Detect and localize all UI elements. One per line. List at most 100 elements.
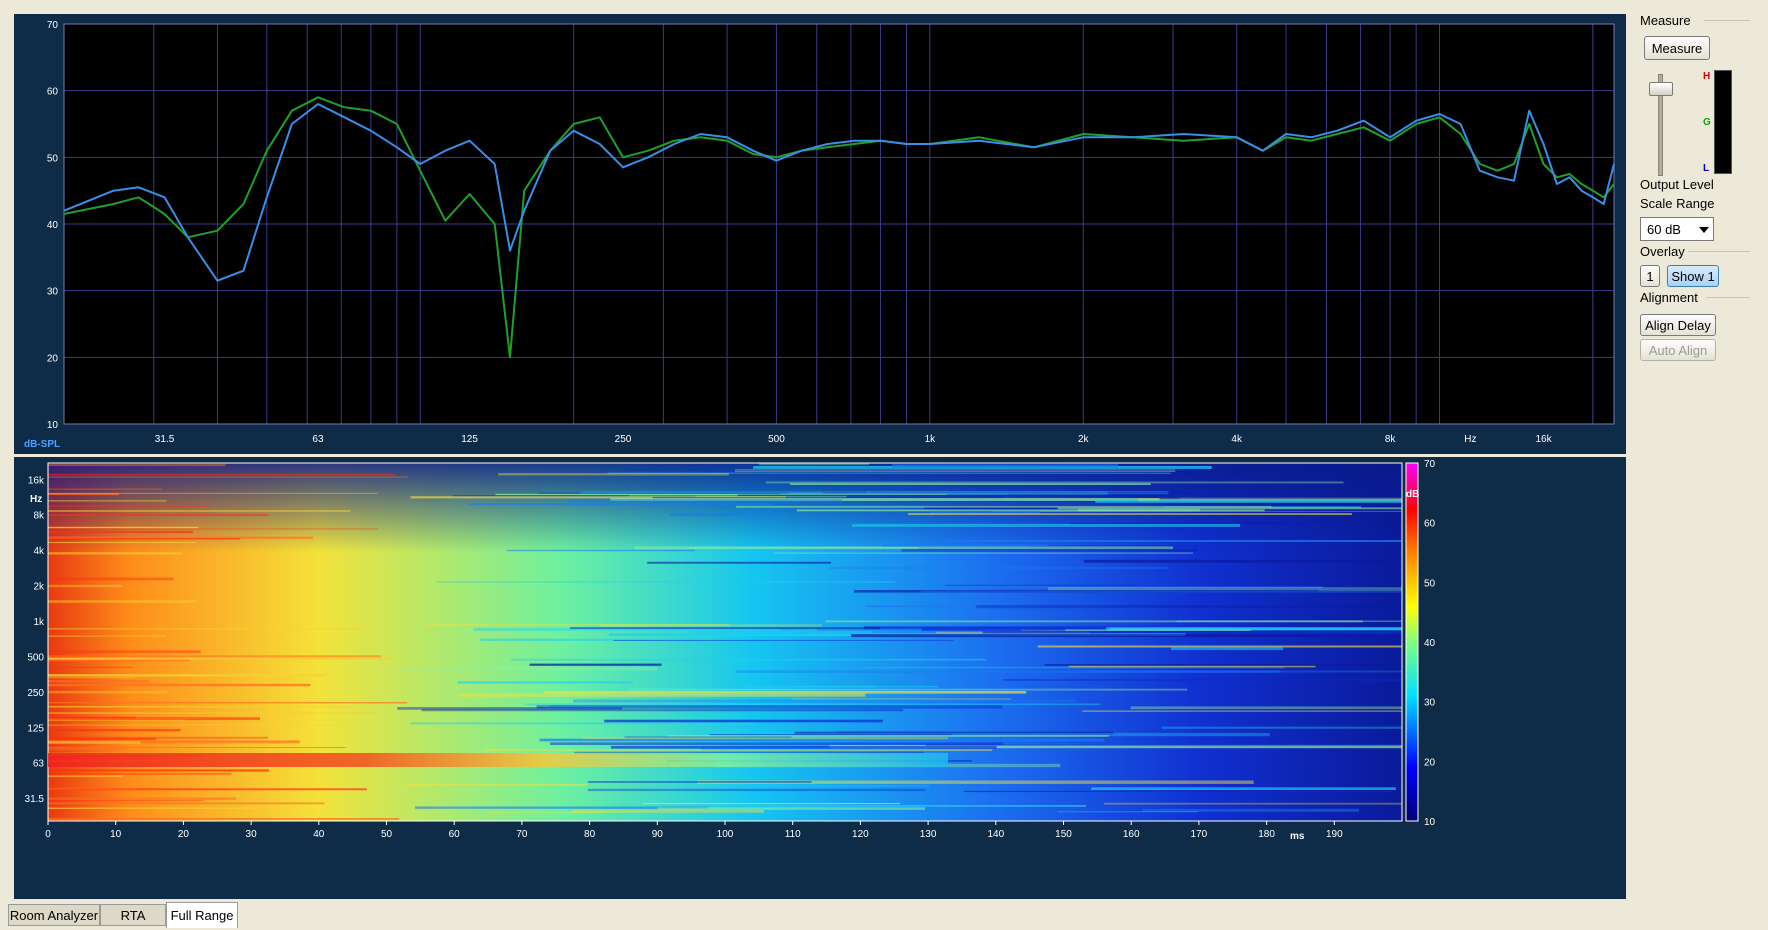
spectrogram-streak <box>48 769 269 772</box>
spectrogram-streak <box>48 799 204 802</box>
spectrogram-streak <box>48 702 408 704</box>
spectrogram-y-tick: 63 <box>33 758 45 769</box>
output-level-label: Output Level <box>1640 177 1714 192</box>
spectrogram-streak <box>688 547 919 549</box>
spectrogram-streak <box>1095 499 1402 503</box>
spectrogram-streak <box>715 785 930 787</box>
spectrogram-streak <box>498 473 729 476</box>
color-scale-bar <box>1405 462 1419 822</box>
spectrogram-streak <box>550 742 1004 745</box>
color-scale-tick: 30 <box>1424 698 1436 709</box>
spectrogram-streak <box>773 552 1193 554</box>
spectrogram-x-unit: ms <box>1290 831 1305 842</box>
spectrogram-streak <box>48 655 381 658</box>
auto-align-button[interactable]: Auto Align <box>1640 339 1716 361</box>
spectrogram-x-tick: 100 <box>717 829 734 840</box>
slider-track <box>1658 74 1663 176</box>
x-tick-label: 500 <box>768 434 785 445</box>
frequency-response-chart[interactable]: 70 60 50 40 30 20 10 31.5 63 125 250 500 1k 2k 4k 8k 16… <box>14 14 1626 454</box>
spectrogram-streak <box>48 706 356 708</box>
tab-rta[interactable]: RTA <box>100 904 166 926</box>
spectrogram-streak <box>1057 507 1402 510</box>
spectrogram-x-tick: 150 <box>1055 829 1072 840</box>
meter-label-good: G <box>1703 117 1711 128</box>
spectrogram-streak <box>397 707 622 710</box>
spectrogram-streak <box>48 797 236 800</box>
spectrogram-streak <box>580 491 1108 495</box>
spectrogram-streak <box>1142 808 1360 812</box>
color-scale-unit: dB <box>1406 489 1419 500</box>
spectrogram-streak <box>48 541 196 544</box>
spectrogram-streak <box>1176 620 1402 622</box>
spectrogram-streak <box>529 663 662 666</box>
overlay-1-button[interactable]: 1 <box>1640 265 1660 287</box>
overlay-show-button[interactable]: Show 1 <box>1667 265 1719 287</box>
spectrogram-streak <box>992 510 1402 512</box>
spectrogram-streak <box>1130 706 1402 710</box>
scale-range-select[interactable]: 60 dB <box>1640 217 1714 241</box>
spectrogram-streak <box>48 747 127 751</box>
spectrogram-streak <box>607 472 1171 474</box>
spectrogram-streak <box>735 505 1272 508</box>
spectrogram-streak <box>48 500 167 502</box>
x-tick-label: 8k <box>1385 434 1397 445</box>
spectrogram-streak <box>539 738 1105 742</box>
spectrogram-streak <box>982 631 1402 635</box>
spectrogram-x-tick: 60 <box>449 829 461 840</box>
spectrogram-streak <box>421 708 904 712</box>
align-delay-button[interactable]: Align Delay <box>1640 314 1716 336</box>
y-tick-label: 40 <box>47 220 59 231</box>
spectrogram-streak <box>48 772 232 775</box>
spectrogram-streak <box>406 783 588 786</box>
series-line-1 <box>63 103 1615 282</box>
spectrogram-streak <box>48 737 156 740</box>
chevron-down-icon <box>1699 227 1709 233</box>
meter-label-high: H <box>1703 71 1711 82</box>
spectrogram-streak <box>1161 726 1402 729</box>
spectrogram-streak <box>48 802 325 805</box>
group-divider <box>1706 297 1750 298</box>
spectrogram-streak <box>647 561 831 564</box>
spectrogram-streak <box>48 818 400 820</box>
spectrogram-streak <box>48 584 123 588</box>
spectrogram-chart[interactable]: 16k 8k 4k 2k 1k 500 250 125 63 31.5 0 10 20 30 40 50 60… <box>14 457 1626 899</box>
spectrogram-streak <box>48 526 199 529</box>
spectrogram-streak <box>944 584 1137 586</box>
spectrogram-y-unit: Hz <box>30 494 42 505</box>
group-divider <box>1704 20 1750 21</box>
y-tick-label: 60 <box>47 87 59 98</box>
x-tick-label: 125 <box>461 434 478 445</box>
spectrogram-streak <box>48 680 150 683</box>
spectrogram-streak <box>48 658 190 662</box>
tab-full-range[interactable]: Full Range <box>166 902 238 928</box>
output-level-slider[interactable] <box>1648 70 1674 176</box>
spectrogram-streak <box>907 513 1352 515</box>
spectrogram-streak <box>667 735 1109 737</box>
spectrogram-streak <box>791 698 1012 700</box>
spectrogram-y-tick: 8k <box>33 511 45 522</box>
spectrogram-streak <box>829 744 1402 749</box>
spectrogram-streak <box>796 509 1265 512</box>
spectrogram-streak <box>1171 646 1283 651</box>
spectrogram-streak <box>854 590 1319 593</box>
spectrogram-x-tick: 70 <box>516 829 528 840</box>
y-tick-label: 50 <box>47 153 59 164</box>
tab-room-analyzer[interactable]: Room Analyzer <box>8 904 100 926</box>
measure-button[interactable]: Measure <box>1644 36 1710 60</box>
low-frequency-ridge <box>48 753 948 767</box>
spectrogram-streak <box>48 787 137 791</box>
spectrogram-streak <box>925 744 1402 746</box>
spectrogram-streak <box>920 590 1402 593</box>
spectrogram-streak <box>537 492 791 494</box>
spectrogram-streak <box>410 722 754 725</box>
spectrogram-streak <box>582 737 948 740</box>
spectrogram-streak <box>48 600 197 603</box>
spectrogram-streak <box>483 749 993 751</box>
slider-thumb[interactable] <box>1649 82 1673 96</box>
spectrogram-x-tick: 50 <box>381 829 393 840</box>
spectrogram-streak <box>48 476 408 478</box>
x-tick-label: 4k <box>1231 434 1243 445</box>
spectrogram-streak <box>610 498 1160 501</box>
spectrogram-streak <box>567 499 843 503</box>
spectrogram-x-tick: 120 <box>852 829 869 840</box>
